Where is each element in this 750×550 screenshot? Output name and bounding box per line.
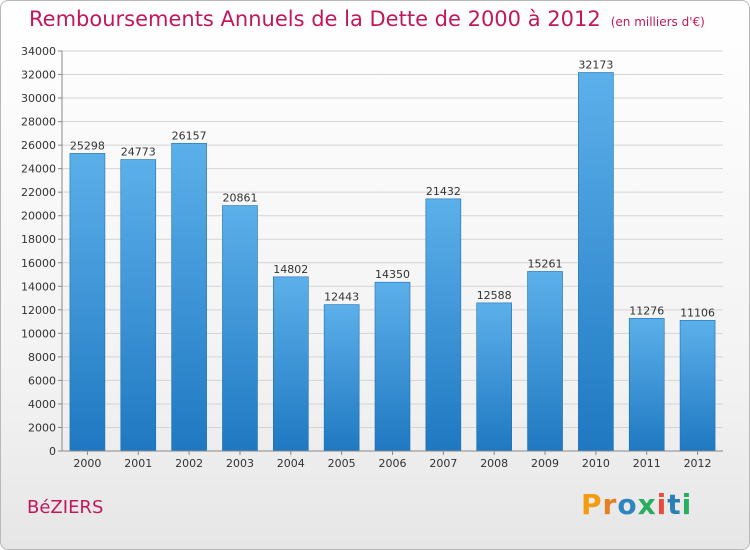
bar-chart: 25298 24773 26157 20861 14802 12443 14350 21432… bbox=[21, 45, 723, 470]
x-tick-label: 2012 bbox=[684, 457, 712, 470]
y-tick-label: 24000 bbox=[21, 163, 56, 176]
data-label: 24773 bbox=[121, 146, 156, 159]
y-tick-label: 22000 bbox=[21, 186, 56, 199]
x-tick-label: 2000 bbox=[73, 457, 101, 470]
data-label: 20861 bbox=[222, 192, 257, 205]
x-tick-label: 2010 bbox=[582, 457, 610, 470]
y-tick-label: 2000 bbox=[28, 421, 56, 434]
y-tick-label: 30000 bbox=[21, 92, 56, 105]
logo-letter: P bbox=[581, 488, 603, 521]
bar bbox=[527, 271, 563, 452]
bar bbox=[425, 198, 462, 452]
logo-letter: i bbox=[656, 488, 668, 521]
x-tick-label: 2005 bbox=[328, 457, 356, 470]
city-name: BéZIERS bbox=[27, 497, 104, 518]
axis-layer: 0 2000 4000 6000 8000 10000 12000 14000 16000 180… bbox=[21, 45, 723, 470]
x-tick-label: 2011 bbox=[633, 457, 661, 470]
bar bbox=[273, 276, 309, 452]
data-label: 12443 bbox=[324, 291, 359, 304]
x-tick-label: 2001 bbox=[124, 457, 152, 470]
x-tick-label: 2009 bbox=[531, 457, 559, 470]
logo-letter: i bbox=[681, 488, 693, 521]
data-label: 11106 bbox=[680, 306, 715, 319]
x-tick-label: 2004 bbox=[277, 457, 305, 470]
bar bbox=[679, 320, 716, 452]
y-tick-label: 16000 bbox=[21, 257, 56, 270]
y-tick-label: 0 bbox=[49, 445, 56, 458]
x-tick-label: 2002 bbox=[175, 457, 203, 470]
data-label: 32173 bbox=[578, 58, 613, 71]
bar bbox=[628, 318, 665, 452]
y-tick-label: 34000 bbox=[21, 45, 56, 58]
bar bbox=[69, 153, 106, 452]
bar-layer: 25298 24773 26157 20861 14802 12443 14350 21432… bbox=[69, 58, 716, 452]
x-tick-label: 2006 bbox=[379, 457, 407, 470]
y-tick-label: 28000 bbox=[21, 116, 56, 129]
bar bbox=[120, 159, 157, 452]
y-tick-label: 18000 bbox=[21, 233, 56, 246]
data-label: 12588 bbox=[477, 289, 512, 302]
bar bbox=[222, 205, 258, 452]
data-label: 11276 bbox=[629, 304, 664, 317]
logo-letter: o bbox=[617, 488, 638, 521]
y-tick-label: 12000 bbox=[21, 304, 56, 317]
x-tick-label: 2008 bbox=[480, 457, 508, 470]
x-tick-label: 2007 bbox=[429, 457, 457, 470]
y-tick-label: 20000 bbox=[21, 210, 56, 223]
y-tick-label: 10000 bbox=[21, 327, 56, 340]
logo-letter: t bbox=[667, 488, 682, 521]
data-label: 26157 bbox=[172, 129, 207, 142]
data-label: 21432 bbox=[426, 185, 461, 198]
y-tick-label: 32000 bbox=[21, 69, 56, 82]
y-tick-label: 4000 bbox=[28, 398, 56, 411]
chart-title: Remboursements Annuels de la Dette de 20… bbox=[29, 7, 705, 31]
data-label: 25298 bbox=[70, 139, 105, 152]
y-tick-label: 26000 bbox=[21, 139, 56, 152]
bar bbox=[323, 304, 360, 452]
bar bbox=[374, 281, 411, 452]
data-label: 14802 bbox=[273, 263, 308, 276]
y-tick-label: 8000 bbox=[28, 351, 56, 364]
bar bbox=[171, 142, 207, 452]
logo-letter: r bbox=[602, 488, 618, 521]
proxiti-logo: Proxiti bbox=[581, 488, 692, 521]
chart-subtitle: (en milliers d'€) bbox=[610, 15, 705, 29]
logo-letter: x bbox=[637, 488, 657, 521]
data-label: 14350 bbox=[375, 268, 410, 281]
y-tick-label: 6000 bbox=[28, 374, 56, 387]
bar bbox=[476, 302, 512, 452]
data-label: 15261 bbox=[528, 257, 563, 270]
bar bbox=[578, 72, 614, 452]
x-tick-label: 2003 bbox=[226, 457, 254, 470]
y-tick-label: 14000 bbox=[21, 280, 56, 293]
